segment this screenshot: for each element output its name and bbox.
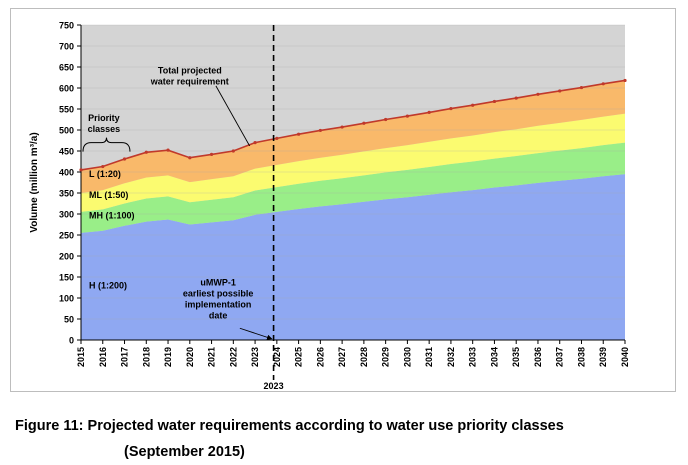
x-tick-label-2031: 2031 <box>424 347 434 367</box>
total-requirement-point <box>166 148 170 152</box>
x-tick-label-2027: 2027 <box>337 347 347 367</box>
total-requirement-point <box>340 125 344 129</box>
total-requirement-point <box>536 92 540 96</box>
total-requirement-point <box>253 141 257 145</box>
x-tick-label-2024: 2024 <box>272 347 282 367</box>
y-tick-label-100: 100 <box>59 294 74 304</box>
total-requirement-point <box>231 149 235 153</box>
y-tick-label-450: 450 <box>59 147 74 157</box>
y-tick-label-0: 0 <box>69 336 74 346</box>
annotation-umwp-line3: implementation <box>185 299 252 309</box>
area-series-1 <box>81 174 625 340</box>
annotation-umwp-line1: uMWP-1 <box>200 277 236 287</box>
total-requirement-point <box>514 96 518 100</box>
y-tick-label-550: 550 <box>59 105 74 115</box>
total-requirement-point <box>427 110 431 114</box>
y-tick-label-50: 50 <box>64 315 74 325</box>
y-tick-label-300: 300 <box>59 210 74 220</box>
annotation-umwp-line4: date <box>209 310 228 320</box>
annotation-priority-brace <box>82 137 131 152</box>
total-requirement-point <box>209 152 214 156</box>
x-tick-label-2020: 2020 <box>185 347 195 367</box>
annotation-total-line1: Total projected <box>158 65 222 75</box>
annotation-total-line2: water requirement <box>150 76 229 86</box>
area-series-3 <box>81 113 625 212</box>
priority-class-label: H (1:200) <box>89 280 127 290</box>
y-tick-label-750: 750 <box>59 21 74 31</box>
x-tick-label-2039: 2039 <box>598 347 608 367</box>
x-tick-label-2026: 2026 <box>315 347 325 367</box>
y-tick-label-600: 600 <box>59 84 74 94</box>
y-tick-label-200: 200 <box>59 252 74 262</box>
x-tick-label-2015: 2015 <box>76 347 86 367</box>
x-tick-label-2019: 2019 <box>163 347 173 367</box>
x-tick-label-2040: 2040 <box>620 347 630 367</box>
y-tick-label-350: 350 <box>59 189 74 199</box>
x-tick-label-2017: 2017 <box>120 347 130 367</box>
total-requirement-point <box>579 85 584 90</box>
x-tick-label-2030: 2030 <box>402 347 412 367</box>
total-requirement-line <box>80 79 626 171</box>
x-tick-label-2037: 2037 <box>555 347 565 367</box>
x-tick-label-2023: 2023 <box>250 347 260 367</box>
y-tick-label-650: 650 <box>59 63 74 73</box>
y-tick-label-150: 150 <box>59 273 74 283</box>
total-requirement-point <box>101 164 105 169</box>
figure-caption-date: (September 2015) <box>124 444 245 460</box>
x-tick-label-2036: 2036 <box>533 347 543 367</box>
area-series-4 <box>81 80 625 193</box>
total-requirement-point <box>623 78 627 83</box>
area-series-2 <box>81 142 625 233</box>
total-requirement-point <box>405 114 409 118</box>
chart-svg: 0 50 100 150 200 250 300 350 400 450 500 550 600 650 7… <box>29 21 630 392</box>
x-tick-label-2033: 2033 <box>468 347 478 367</box>
y-axis-label: Volume (million m³/a) <box>29 132 40 232</box>
priority-class-label: MH (1:100) <box>89 210 135 220</box>
annotation-priority-line1: Priority <box>88 113 120 123</box>
marker-year-label: 2023 <box>264 381 284 391</box>
total-requirement-point <box>275 136 279 140</box>
x-tick-label-2022: 2022 <box>228 347 238 367</box>
priority-class-label: ML (1:50) <box>89 190 128 200</box>
x-tick-label-2018: 2018 <box>141 347 151 367</box>
figure-caption: Figure 11: Projected water requirements … <box>15 418 564 434</box>
x-tick-label-2034: 2034 <box>489 347 499 367</box>
x-tick-label-2035: 2035 <box>511 347 521 367</box>
x-tick-label-2028: 2028 <box>359 347 369 367</box>
y-tick-label-250: 250 <box>59 231 74 241</box>
total-requirement-point <box>492 99 497 104</box>
total-requirement-point <box>188 156 192 160</box>
annotation-umwp-arrow <box>239 327 273 340</box>
x-tick-label-2021: 2021 <box>207 347 217 367</box>
y-tick-label-500: 500 <box>59 126 74 136</box>
total-requirement-point <box>384 117 388 122</box>
total-requirement-point <box>601 82 605 86</box>
annotation-priority-line2: classes <box>88 124 121 134</box>
annotation-umwp-line2: earliest possible <box>183 288 254 298</box>
chart-frame: 0 50 100 150 200 250 300 350 400 450 500 550 600 650 7… <box>10 8 676 392</box>
total-requirement-point <box>122 157 127 161</box>
priority-class-label: L (1:20) <box>89 169 121 179</box>
y-tick-label-700: 700 <box>59 42 74 52</box>
total-requirement-point <box>144 150 148 154</box>
x-tick-label-2025: 2025 <box>294 347 304 367</box>
total-requirement-point <box>318 128 322 133</box>
x-tick-label-2029: 2029 <box>381 347 391 367</box>
total-requirement-point <box>449 106 453 111</box>
total-requirement-point <box>297 132 301 136</box>
x-tick-label-2032: 2032 <box>446 347 456 367</box>
total-requirement-point <box>79 168 83 172</box>
annotation-total-leader <box>215 85 251 147</box>
total-requirement-point <box>362 121 366 125</box>
x-tick-label-2038: 2038 <box>577 347 587 367</box>
total-requirement-point <box>471 103 475 107</box>
x-tick-label-2016: 2016 <box>98 347 108 367</box>
y-tick-label-400: 400 <box>59 168 74 178</box>
total-requirement-point <box>558 89 562 93</box>
